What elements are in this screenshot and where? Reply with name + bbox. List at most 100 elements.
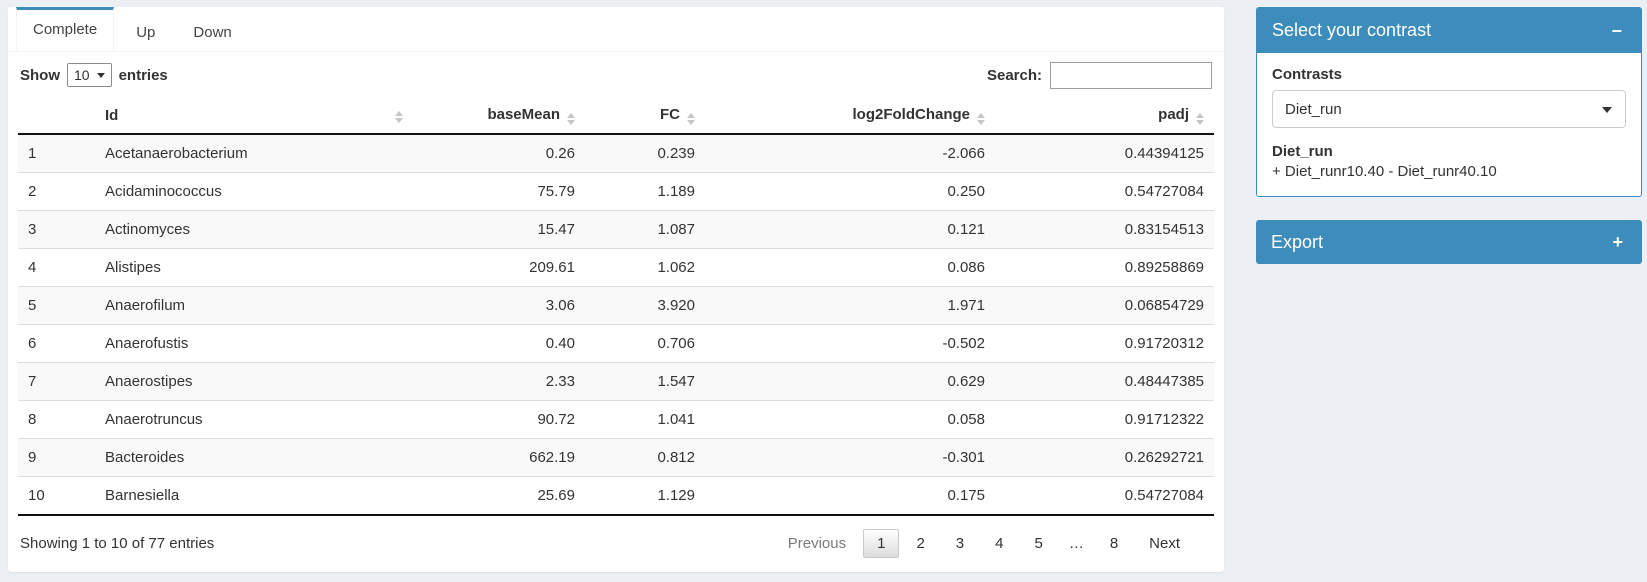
page-length-select[interactable]: 10 — [67, 63, 112, 87]
column-header-log2foldchange[interactable]: log2FoldChange — [705, 98, 995, 134]
pagination-ellipsis: … — [1060, 529, 1093, 558]
cell-basemean: 90.72 — [415, 401, 585, 439]
column-header-basemean[interactable]: baseMean — [415, 98, 585, 134]
page-length-control: Show 10 entries — [20, 63, 168, 87]
cell-basemean: 0.40 — [415, 325, 585, 363]
collapse-minus-icon[interactable]: − — [1607, 20, 1626, 42]
tab-complete[interactable]: Complete — [16, 7, 114, 51]
table-row: 7Anaerostipes2.331.5470.6290.48447385 — [18, 363, 1214, 401]
tab-bar: CompleteUpDown — [8, 7, 1224, 52]
sort-icon — [395, 111, 403, 123]
table-row: 3Actinomyces15.471.0870.1210.83154513 — [18, 211, 1214, 249]
entries-label: entries — [119, 67, 168, 84]
cell-fc: 0.706 — [585, 325, 705, 363]
page: CompleteUpDown Show 10 entries Search: I — [0, 0, 1647, 582]
search-control: Search: — [987, 62, 1212, 89]
cell-basemean: 209.61 — [415, 249, 585, 287]
tab-down[interactable]: Down — [177, 7, 247, 51]
show-label: Show — [20, 67, 60, 84]
pagination-previous[interactable]: Previous — [774, 529, 860, 558]
contrast-name: Diet_run — [1272, 143, 1626, 160]
cell-log2foldchange: -0.502 — [705, 325, 995, 363]
table-footer: Showing 1 to 10 of 77 entries Previous12… — [18, 516, 1214, 572]
cell-index: 6 — [18, 325, 95, 363]
contrast-panel-header: Select your contrast − — [1257, 8, 1641, 53]
cell-fc: 1.062 — [585, 249, 705, 287]
cell-index: 7 — [18, 363, 95, 401]
cell-index: 9 — [18, 439, 95, 477]
cell-basemean: 662.19 — [415, 439, 585, 477]
cell-id: Anaerofustis — [95, 325, 415, 363]
cell-padj: 0.06854729 — [995, 287, 1214, 325]
cell-log2foldchange: 0.086 — [705, 249, 995, 287]
cell-padj: 0.91720312 — [995, 325, 1214, 363]
export-panel-header[interactable]: Export + — [1256, 220, 1642, 264]
contrasts-select[interactable]: Diet_run — [1272, 90, 1626, 128]
pagination-page-5[interactable]: 5 — [1020, 529, 1056, 558]
caret-down-icon — [1602, 107, 1612, 113]
table-header-row: IdbaseMeanFClog2FoldChangepadj — [18, 98, 1214, 134]
cell-index: 5 — [18, 287, 95, 325]
sort-icon — [977, 113, 985, 125]
contrast-panel-title: Select your contrast — [1272, 20, 1431, 41]
cell-fc: 0.239 — [585, 134, 705, 173]
pagination: Previous12345…8Next — [771, 529, 1194, 558]
table-body: 1Acetanaerobacterium0.260.239-2.0660.443… — [18, 134, 1214, 515]
cell-basemean: 2.33 — [415, 363, 585, 401]
cell-fc: 0.812 — [585, 439, 705, 477]
cell-index: 4 — [18, 249, 95, 287]
export-panel-title: Export — [1271, 232, 1323, 253]
cell-padj: 0.48447385 — [995, 363, 1214, 401]
cell-index: 2 — [18, 173, 95, 211]
cell-id: Barnesiella — [95, 477, 415, 516]
pagination-page-3[interactable]: 3 — [942, 529, 978, 558]
cell-index: 1 — [18, 134, 95, 173]
pagination-page-8[interactable]: 8 — [1096, 529, 1132, 558]
search-input[interactable] — [1050, 62, 1212, 89]
cell-padj: 0.26292721 — [995, 439, 1214, 477]
contrast-formula: + Diet_runr10.40 - Diet_runr40.10 — [1272, 163, 1626, 180]
cell-log2foldchange: 1.971 — [705, 287, 995, 325]
table-controls: Show 10 entries Search: — [20, 61, 1212, 89]
pagination-page-4[interactable]: 4 — [981, 529, 1017, 558]
cell-id: Acidaminococcus — [95, 173, 415, 211]
pagination-page-2[interactable]: 2 — [902, 529, 938, 558]
pagination-page-1[interactable]: 1 — [863, 529, 899, 558]
cell-id: Actinomyces — [95, 211, 415, 249]
cell-id: Bacteroides — [95, 439, 415, 477]
tab-up[interactable]: Up — [120, 7, 171, 51]
tab-content: Show 10 entries Search: IdbaseMeanFClog2… — [8, 61, 1224, 572]
table-row: 1Acetanaerobacterium0.260.239-2.0660.443… — [18, 134, 1214, 173]
sort-icon — [687, 113, 695, 125]
cell-fc: 3.920 — [585, 287, 705, 325]
cell-log2foldchange: 0.250 — [705, 173, 995, 211]
column-header-id[interactable]: Id — [95, 98, 415, 134]
table-row: 9Bacteroides662.190.812-0.3010.26292721 — [18, 439, 1214, 477]
table-info: Showing 1 to 10 of 77 entries — [20, 535, 214, 552]
cell-padj: 0.54727084 — [995, 477, 1214, 516]
cell-id: Alistipes — [95, 249, 415, 287]
column-header-fc[interactable]: FC — [585, 98, 705, 134]
contrast-panel: Select your contrast − Contrasts Diet_ru… — [1256, 7, 1642, 197]
cell-log2foldchange: 0.058 — [705, 401, 995, 439]
table-row: 5Anaerofilum3.063.9201.9710.06854729 — [18, 287, 1214, 325]
search-label: Search: — [987, 67, 1042, 84]
column-header-padj[interactable]: padj — [995, 98, 1214, 134]
cell-fc: 1.547 — [585, 363, 705, 401]
cell-fc: 1.041 — [585, 401, 705, 439]
cell-id: Acetanaerobacterium — [95, 134, 415, 173]
sort-icon — [1196, 113, 1204, 125]
pagination-next[interactable]: Next — [1135, 529, 1194, 558]
cell-fc: 1.129 — [585, 477, 705, 516]
cell-padj: 0.89258869 — [995, 249, 1214, 287]
cell-id: Anaerotruncus — [95, 401, 415, 439]
table-row: 4Alistipes209.611.0620.0860.89258869 — [18, 249, 1214, 287]
cell-basemean: 75.79 — [415, 173, 585, 211]
results-table: IdbaseMeanFClog2FoldChangepadj 1Acetanae… — [18, 98, 1214, 516]
cell-log2foldchange: 0.121 — [705, 211, 995, 249]
cell-padj: 0.83154513 — [995, 211, 1214, 249]
contrasts-label: Contrasts — [1272, 66, 1626, 83]
cell-padj: 0.54727084 — [995, 173, 1214, 211]
cell-basemean: 25.69 — [415, 477, 585, 516]
contrasts-select-value: Diet_run — [1285, 101, 1342, 118]
